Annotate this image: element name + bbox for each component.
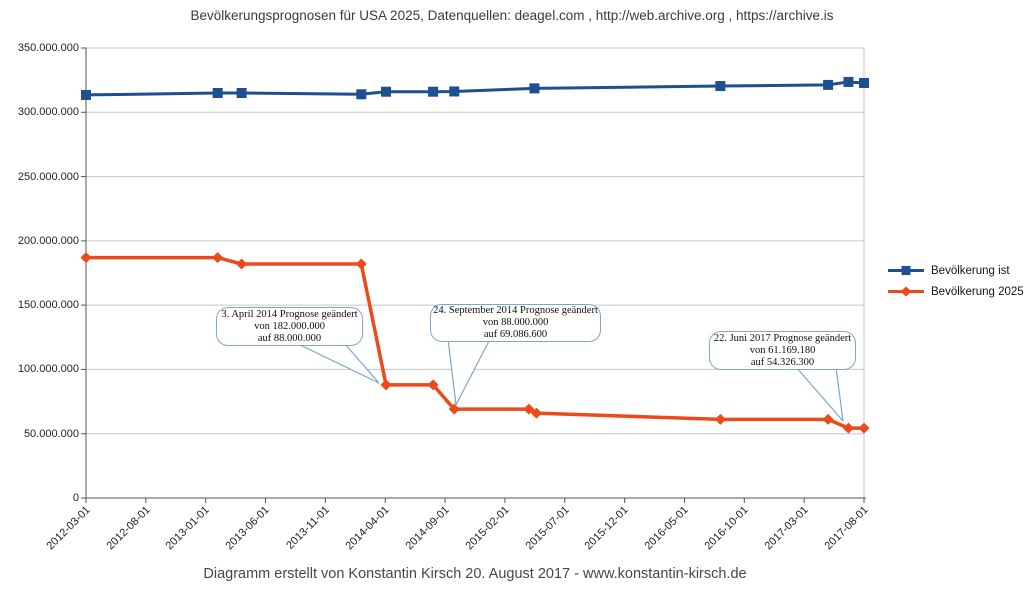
- data-point-diamond-marker: [212, 252, 224, 264]
- annotation-text-line: 24. September 2014 Prognose geändert: [433, 305, 598, 316]
- data-point-diamond-marker: [380, 379, 392, 391]
- chart-footer: Diagramm erstellt von Konstantin Kirsch …: [203, 566, 747, 582]
- data-point-square-marker: [356, 89, 367, 100]
- annotation-text-line: von 61.169.180: [749, 344, 816, 356]
- data-point-diamond-marker: [523, 403, 535, 415]
- data-point-square-marker: [381, 86, 392, 97]
- legend-square-marker-icon: [888, 266, 924, 275]
- data-point-diamond-marker: [448, 403, 460, 415]
- data-point-diamond-marker: [822, 413, 834, 425]
- annotation-text-line: auf 88.000.000: [257, 332, 322, 344]
- legend-item-0: Bevölkerung ist: [888, 260, 1024, 281]
- annotation-callout-2: 22. Juni 2017 Prognose geändert von 61.16…: [709, 331, 856, 370]
- data-point-square-marker: [823, 79, 834, 90]
- data-point-square-marker: [529, 83, 540, 94]
- legend-label: Bevölkerung 2025: [931, 285, 1024, 298]
- chart-title: Bevölkerungsprognosen für USA 2025, Date…: [190, 8, 834, 23]
- legend-label: Bevölkerung ist: [931, 264, 1010, 277]
- data-point-square-marker: [843, 76, 854, 87]
- legend-item-1: Bevölkerung 2025: [888, 281, 1024, 302]
- legend-diamond-marker-icon: [888, 286, 924, 297]
- data-point-diamond-marker: [427, 379, 439, 391]
- annotation-text-line: von 88.000.000: [482, 317, 549, 328]
- data-point-diamond-marker: [236, 258, 248, 270]
- annotation-text-line: von 182.000.000: [254, 320, 325, 332]
- data-point-square-marker: [428, 86, 439, 97]
- annotation-callout-0: 3. April 2014 Prognose geändert von 182.0…: [216, 307, 363, 346]
- data-point-square-marker: [715, 81, 726, 92]
- annotation-callout-1: 24. September 2014 Prognose geändert von …: [430, 304, 601, 342]
- data-point-square-marker: [236, 88, 247, 98]
- annotation-text-line: 22. Juni 2017 Prognose geändert: [713, 332, 852, 344]
- data-point-square-marker: [81, 89, 91, 100]
- data-point-square-marker: [859, 77, 869, 88]
- annotation-text-line: auf 69.086.600: [483, 329, 548, 340]
- annotation-text-line: 3. April 2014 Prognose geändert: [221, 308, 358, 320]
- data-point-diamond-marker: [355, 258, 367, 270]
- annotation-text-line: auf 54.326.300: [750, 356, 815, 368]
- data-point-diamond-marker: [842, 422, 854, 434]
- series-line-0: [85, 80, 865, 97]
- data-point-diamond-marker: [530, 407, 542, 419]
- data-point-diamond-marker: [80, 252, 92, 264]
- legend: Bevölkerung ist Bevölkerung 2025: [888, 260, 1024, 302]
- data-point-diamond-marker: [858, 422, 870, 434]
- data-point-square-marker: [212, 88, 223, 98]
- data-point-square-marker: [449, 86, 460, 97]
- data-point-diamond-marker: [714, 413, 726, 425]
